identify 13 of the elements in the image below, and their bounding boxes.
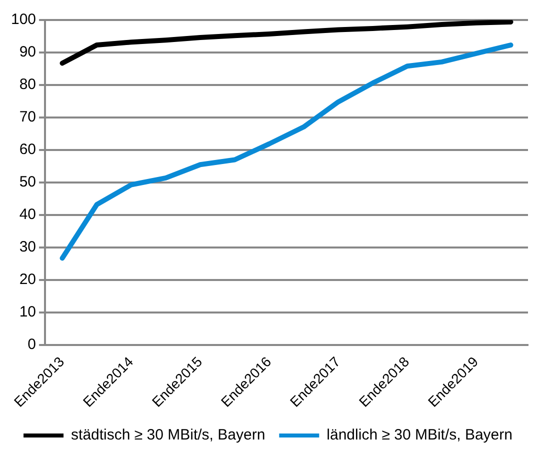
y-tick-label: 10 — [19, 304, 36, 321]
y-tick-label: 0 — [28, 336, 36, 354]
y-tick-label: 60 — [19, 141, 36, 158]
legend-label: ländlich ≥ 30 MBit/s, Bayern — [326, 426, 512, 444]
y-tick-label: 70 — [19, 108, 36, 126]
y-tick-label: 80 — [19, 76, 36, 94]
y-tick-label: 40 — [19, 206, 36, 224]
y-tick-label: 90 — [19, 44, 36, 61]
legend-label: städtisch ≥ 30 MBit/s, Bayern — [71, 426, 266, 444]
y-tick-label: 50 — [19, 174, 36, 191]
y-tick-label: 30 — [19, 238, 36, 256]
y-tick-label: 20 — [19, 271, 36, 288]
y-tick-label: 100 — [10, 11, 36, 28]
